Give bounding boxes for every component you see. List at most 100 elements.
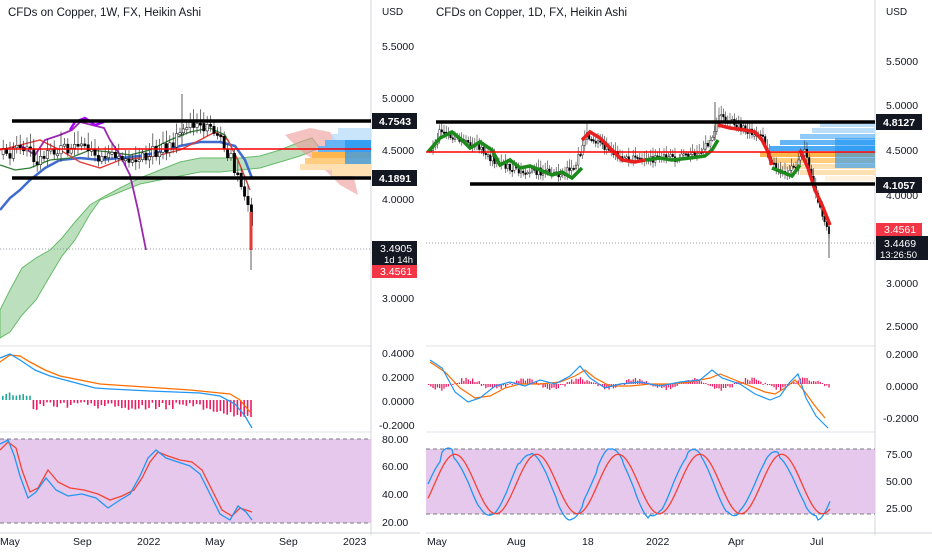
macd-histogram-bar: [527, 378, 529, 384]
left-macd-pane[interactable]: [0, 353, 253, 429]
macd-histogram-bar: [80, 400, 82, 403]
macd-histogram-bar: [161, 400, 164, 404]
macd-histogram-bar: [810, 381, 813, 384]
chart-splitter[interactable]: [420, 0, 426, 550]
macd-histogram-bar: [720, 384, 722, 391]
lagging-span-highlight: [68, 116, 105, 131]
macd-histogram-bar: [447, 384, 450, 387]
macd-histogram-bar: [134, 400, 137, 410]
macd-histogram-bar: [566, 382, 568, 384]
candle-body: [209, 124, 213, 127]
candle-body: [568, 167, 571, 171]
left-currency-label: USD: [382, 7, 403, 18]
candle-body: [232, 153, 236, 173]
macd-histogram-bar: [714, 384, 716, 389]
candle-body: [154, 146, 158, 157]
candle-body: [35, 161, 39, 165]
right-price-tick: 5.5000: [886, 56, 918, 68]
left-rsi-signal-line: [0, 441, 253, 517]
macd-histogram-bar: [670, 384, 672, 390]
candle-body: [236, 172, 240, 175]
macd-histogram-bar: [502, 384, 505, 386]
macd-histogram-bar: [138, 400, 140, 409]
macd-histogram-bar: [151, 400, 154, 403]
right-chart-panel[interactable]: USD 5.5000 5.0000 4.5000 4.0000 3.0000 2…: [426, 0, 932, 548]
right-price-tag-value: 3.4561: [884, 224, 916, 236]
candle-body: [100, 155, 104, 162]
right-time-label: 2022: [646, 536, 670, 548]
right-macd-tick: 0.0000: [886, 381, 918, 393]
macd-histogram-bar: [452, 384, 454, 385]
macd-histogram-bar: [463, 380, 465, 384]
macd-histogram-bar: [604, 384, 606, 390]
supertrend-green-segment: [771, 163, 802, 179]
left-bar-countdown: 1d 14h: [384, 255, 413, 266]
macd-histogram-bar: [597, 384, 599, 387]
macd-histogram-bar: [192, 400, 194, 407]
macd-histogram-bar: [766, 384, 769, 386]
candle-body: [482, 146, 485, 154]
left-price-tick: 4.0000: [382, 194, 414, 206]
left-rsi-pane[interactable]: [0, 438, 371, 524]
candle-body: [107, 152, 111, 158]
candle-body: [792, 165, 795, 168]
macd-histogram-bar: [97, 400, 99, 409]
macd-histogram-bar: [172, 400, 174, 409]
right-stoch-pane[interactable]: [426, 447, 875, 521]
macd-histogram-bar: [436, 384, 439, 388]
candle-body: [691, 152, 694, 155]
macd-histogram-bar: [571, 379, 573, 384]
candle-body: [823, 216, 826, 222]
macd-histogram-bar: [659, 384, 661, 387]
candle-body: [222, 135, 226, 150]
candle-body: [715, 123, 718, 132]
macd-histogram-bar: [178, 400, 181, 405]
macd-histogram-bar: [749, 380, 751, 384]
macd-histogram-bar: [586, 380, 588, 384]
candle-body: [671, 154, 674, 157]
macd-histogram-bar: [758, 380, 760, 384]
macd-histogram-bar: [518, 380, 520, 384]
candle-body: [625, 156, 628, 159]
macd-histogram-bar: [206, 400, 208, 409]
macd-histogram-bar: [606, 384, 608, 388]
left-rsi-tick: 60.00: [382, 461, 408, 473]
macd-histogram-bar: [87, 400, 89, 405]
left-price-tick: 3.0000: [382, 293, 414, 305]
macd-histogram-bar: [223, 400, 225, 414]
right-macd-pane[interactable]: [428, 359, 830, 429]
candle-body: [799, 156, 802, 161]
macd-histogram-bar: [535, 381, 538, 384]
macd-histogram-bar: [467, 379, 469, 384]
macd-histogram-bar: [476, 381, 478, 384]
macd-histogram-bar: [590, 381, 593, 384]
left-time-label: 2022: [137, 536, 161, 548]
macd-histogram-bar: [428, 384, 430, 385]
macd-histogram-bar: [751, 377, 753, 384]
candle-body: [151, 146, 155, 157]
supertrend-green-segment: [644, 139, 720, 162]
candle-body: [579, 154, 582, 157]
macd-histogram-bar: [753, 377, 755, 384]
candle-body: [451, 137, 454, 140]
macd-histogram-bar: [806, 377, 808, 384]
right-price-tag: [876, 223, 922, 236]
macd-histogram-bar: [623, 384, 626, 385]
macd-histogram-bar: [821, 383, 824, 384]
macd-histogram-bar: [59, 400, 62, 404]
macd-histogram-bar: [430, 384, 432, 387]
candle-body: [542, 173, 545, 176]
candle-body: [32, 148, 36, 163]
candle-body: [478, 144, 481, 150]
left-chart-panel[interactable]: USD 5.5000 5.0000 4.5000 4.0000 3.0000 4…: [0, 0, 420, 548]
macd-histogram-bar: [747, 379, 749, 384]
macd-histogram-bar: [672, 384, 674, 388]
macd-histogram-bar: [456, 383, 458, 384]
candle-body: [205, 124, 209, 132]
macd-histogram-bar: [769, 384, 771, 386]
left-price-tag-value: 3.4561: [380, 266, 412, 278]
macd-histogram-bar: [773, 384, 775, 388]
candle-body: [520, 170, 523, 174]
supertrend-red-segment: [580, 129, 646, 164]
